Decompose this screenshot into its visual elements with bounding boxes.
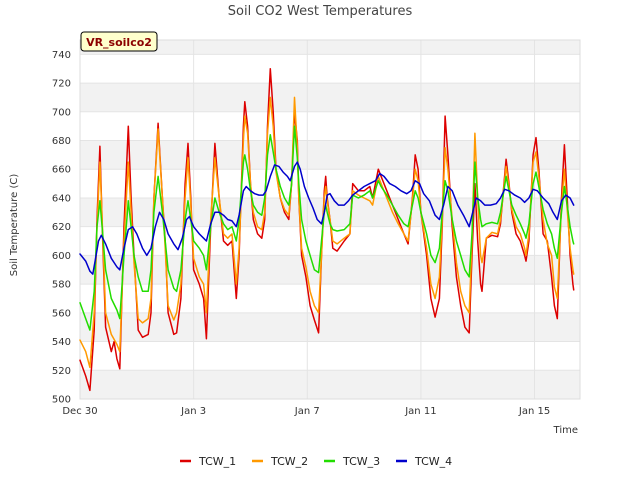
x-tick-label: Dec 30 — [62, 406, 97, 417]
series-line-tcw-3 — [79, 125, 575, 331]
x-tick-label: Jan 3 — [180, 406, 206, 417]
y-tick-label: 520 — [52, 366, 71, 377]
x-tick-label: Jan 11 — [404, 406, 436, 417]
legend: TCW_1 TCW_2 TCW_3 TCW_4 — [180, 455, 452, 468]
station-badge: VR_soilco2 — [80, 31, 158, 52]
y-tick-label: 500 — [52, 395, 71, 406]
x-axis-label: Time — [553, 425, 578, 436]
legend-label: TCW_1 — [198, 455, 236, 468]
grid-band — [80, 83, 580, 112]
grid-band — [80, 255, 580, 285]
y-axis-label: Soil Temperature (C) — [9, 174, 20, 277]
chart-title: Soil CO2 West Temperatures — [228, 4, 413, 19]
legend-item: TCW_1 — [180, 455, 236, 468]
station-badge-box — [80, 31, 158, 52]
y-axis-ticks: 500 520 540 560 580 600 620 640 660 680 700 720 740 — [52, 50, 71, 406]
grid-band — [80, 40, 580, 55]
legend-item: TCW_3 — [324, 455, 380, 468]
series-line-tcw-4 — [79, 161, 575, 275]
x-tick-label: Jan 15 — [518, 406, 550, 417]
x-axis-ticks: Dec 30 Jan 3 Jan 7 Jan 11 Jan 15 — [62, 406, 550, 417]
legend-item: TCW_2 — [252, 455, 308, 468]
legend-label: TCW_2 — [270, 455, 308, 468]
grid-band — [80, 312, 580, 342]
y-tick-label: 680 — [52, 136, 71, 147]
legend-item: TCW_4 — [396, 455, 452, 468]
y-tick-label: 580 — [52, 280, 71, 291]
y-tick-label: 540 — [52, 337, 71, 348]
legend-label: TCW_4 — [414, 455, 452, 468]
y-tick-label: 640 — [52, 193, 71, 204]
y-tick-label: 720 — [52, 79, 71, 90]
legend-label: TCW_3 — [342, 455, 380, 468]
x-tick-label: Jan 7 — [294, 406, 320, 417]
y-tick-label: 560 — [52, 308, 71, 319]
station-badge-label: VR_soilco2 — [86, 36, 152, 49]
y-tick-label: 700 — [52, 107, 71, 118]
plot-frame — [79, 39, 581, 400]
y-tick-label: 660 — [52, 165, 71, 176]
grid-band — [80, 140, 580, 170]
y-tick-label: 600 — [52, 251, 71, 262]
series-lines — [79, 67, 575, 392]
grid-band — [80, 370, 580, 399]
y-tick-label: 620 — [52, 222, 71, 233]
y-tick-label: 740 — [52, 50, 71, 61]
